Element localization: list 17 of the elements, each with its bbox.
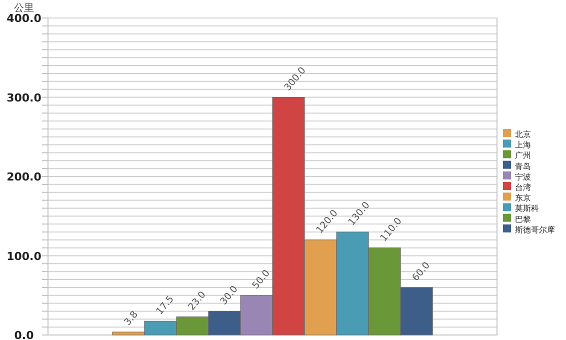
- legend-label: 东京: [515, 194, 531, 203]
- legend-label: 北京: [515, 130, 531, 139]
- legend-label: 巴黎: [515, 214, 531, 224]
- y-tick-label: 0.0: [14, 329, 34, 340]
- y-tick-label: 100.0: [6, 250, 42, 263]
- legend-label: 青岛: [515, 162, 531, 171]
- y-axis-title: 公里: [14, 2, 34, 14]
- y-tick-label: 200.0: [6, 170, 42, 184]
- data-label: 3.8: [122, 309, 140, 328]
- legend-label: 斯德哥尔摩: [515, 225, 555, 234]
- legend-label: 上海: [515, 140, 531, 150]
- y-tick-label: 400.0: [6, 12, 42, 25]
- legend-label: 广州: [515, 151, 531, 160]
- y-tick-label: 300.0: [6, 91, 42, 104]
- legend-label: 台湾: [515, 183, 531, 192]
- legend-label: 莫斯科: [515, 204, 539, 214]
- legend-label: 宁波: [515, 172, 531, 182]
